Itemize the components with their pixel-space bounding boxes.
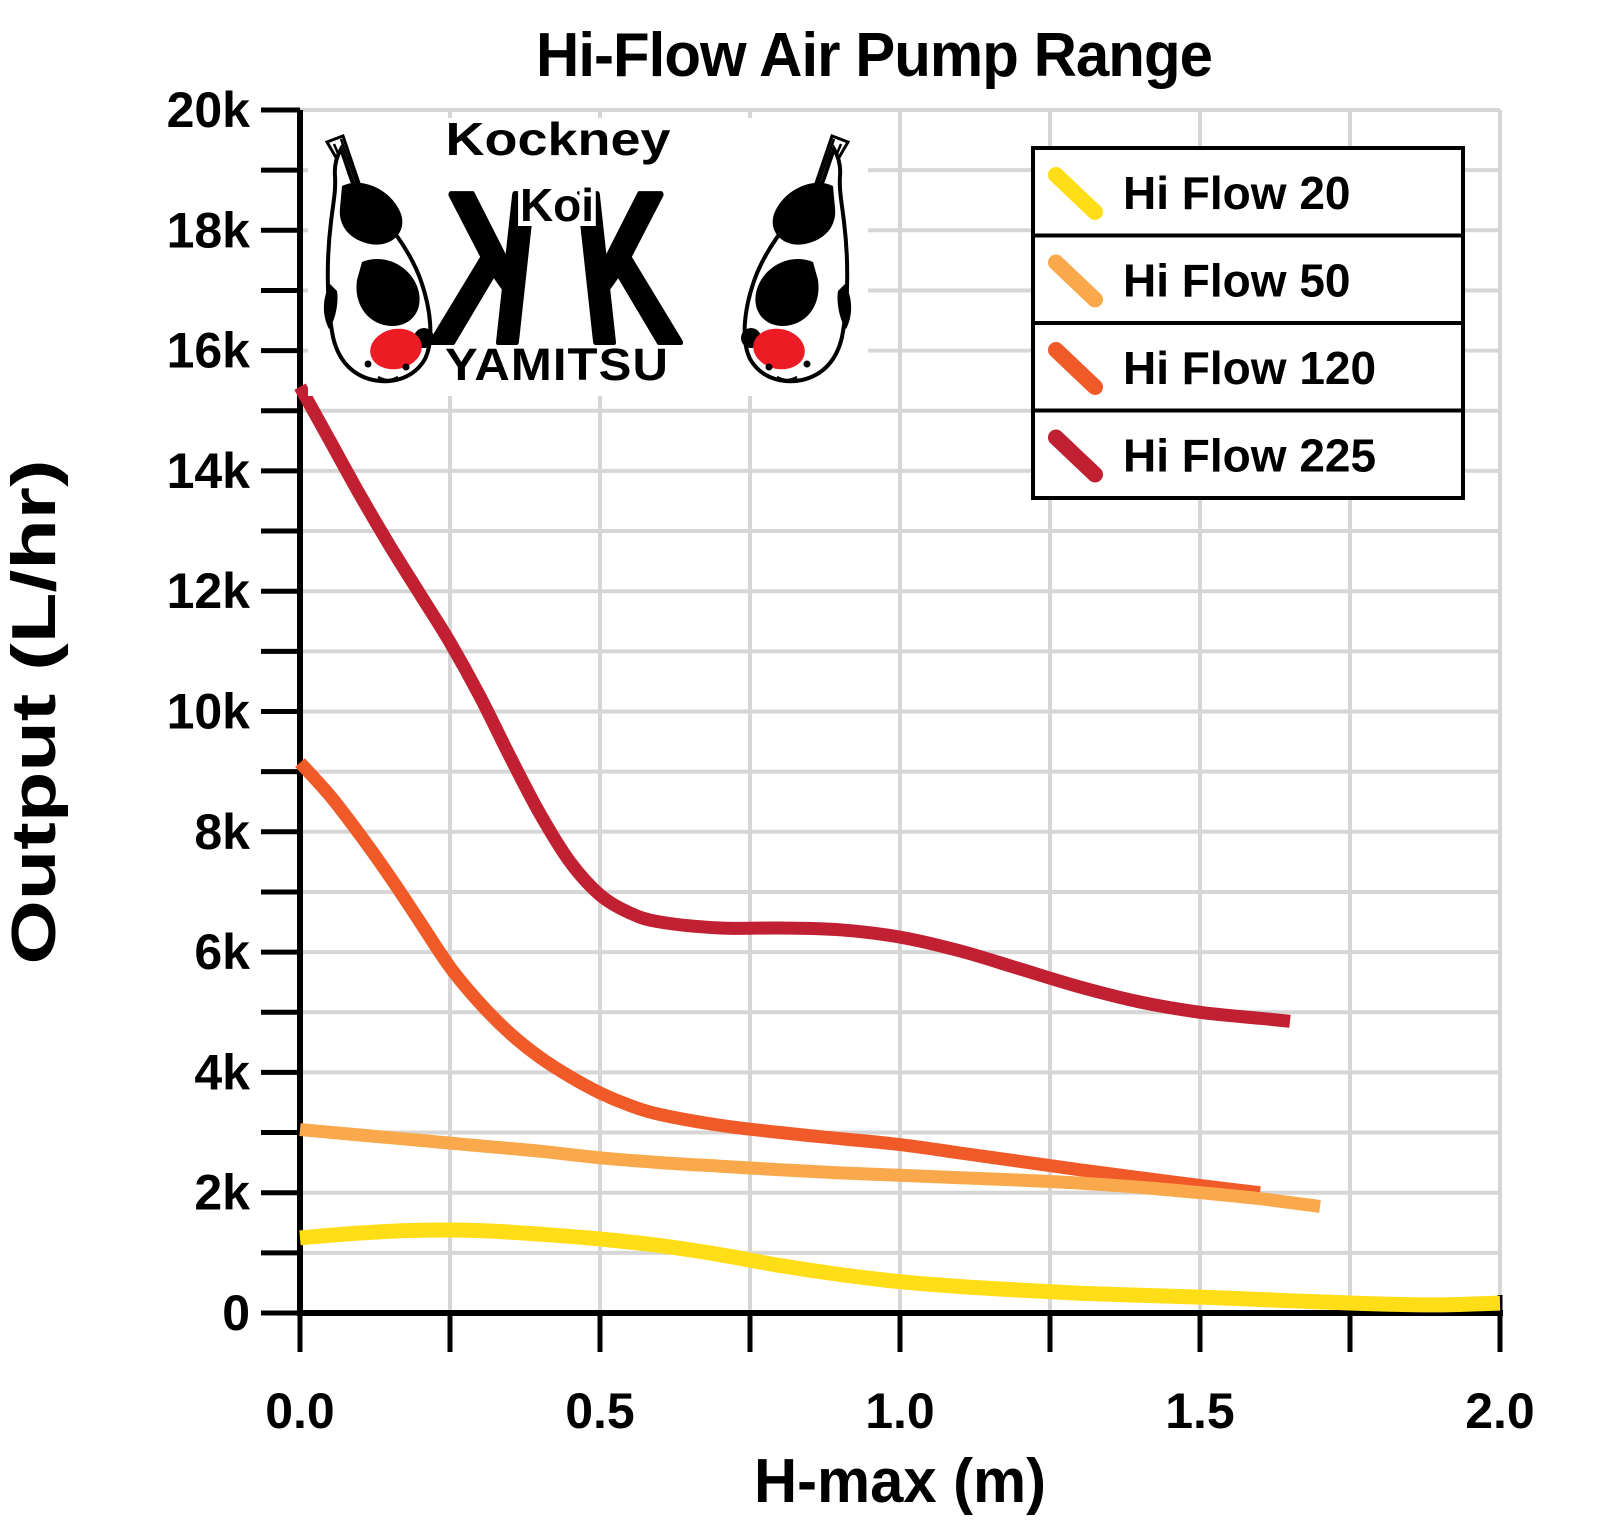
brand-koi: Koi [520,179,594,231]
y-tick-label: 4k [194,1044,250,1100]
curve-hi-flow-50 [299,1123,1321,1213]
y-tick-label: 16k [167,323,251,379]
data-curves [294,383,1501,1313]
chart-title: Hi-Flow Air Pump Range [536,21,1212,90]
legend-row: Hi Flow 50 [1048,254,1350,308]
koi-patch [339,182,403,245]
legend-swatch-hi-flow-120 [1048,342,1103,395]
koi-fish-left-icon [323,134,434,384]
curve-hi-flow-225 [294,383,1291,1028]
x-tick-label: 0.5 [565,1383,635,1439]
y-tick-label: 14k [167,443,251,499]
x-axis-title: H-max (m) [754,1447,1046,1516]
koi-eye [402,363,410,371]
x-tick-label: 2.0 [1465,1383,1535,1439]
curve-hi-flow-20 [299,1222,1501,1313]
y-tick-label: 20k [167,82,251,138]
y-tick-label: 0 [222,1285,250,1341]
legend-swatch-hi-flow-50 [1048,254,1103,308]
y-tick-label: 10k [167,684,251,740]
y-tick-label: 2k [194,1165,250,1221]
legend-swatch-hi-flow-20 [1048,167,1103,220]
y-axis-title: Output (L/hr) [0,460,69,965]
koi-mouth [377,375,399,382]
legend-label: Hi Flow 225 [1123,430,1376,482]
legend-label: Hi Flow 20 [1123,167,1350,219]
koi-tail-stripe [339,138,359,186]
y-tick-label: 12k [167,563,251,619]
curve-hi-flow-120 [295,758,1261,1200]
legend-row: Hi Flow 20 [1048,167,1350,220]
legend-row: Hi Flow 225 [1048,429,1376,483]
legend-label: Hi Flow 50 [1123,255,1350,307]
x-tick-label: 1.5 [1165,1383,1235,1439]
brand-kockney: Kockney [446,113,671,165]
legend-row: Hi Flow 120 [1048,342,1376,395]
x-tick-label: 1.0 [865,1383,935,1439]
axis-tick-labels: 0 2k 4k 6k 8k 10k 12k 14k 16k 18k 20k 0.0 0.5 1.0 1.5 2… [167,82,1535,1439]
koi-patch [356,258,420,326]
x-tick-label: 0.0 [265,1383,335,1439]
brand-yamitsu: YAMITSU [445,339,669,390]
koi-red-spot [370,328,422,370]
y-tick-label: 6k [194,924,250,980]
legend-swatch-hi-flow-225 [1048,429,1103,483]
y-tick-label: 18k [167,202,251,258]
y-tick-label: 8k [194,804,250,860]
kockney-koi-logo: K K Kockney Koi YAMITSU [308,113,868,396]
axis-ticks [261,107,1503,1352]
legend: Hi Flow 20 Hi Flow 50 Hi Flow 120 Hi Flow 2… [1031,146,1465,500]
koi-fin [323,284,338,329]
legend-label: Hi Flow 120 [1123,342,1376,394]
koi-eye [364,360,372,368]
